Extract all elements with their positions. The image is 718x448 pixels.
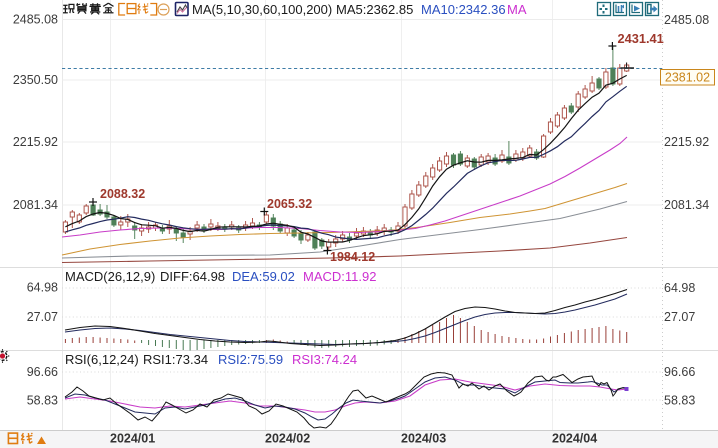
svg-text:DEA:59.02: DEA:59.02 <box>232 269 295 284</box>
svg-text:64.98: 64.98 <box>664 281 695 295</box>
svg-text:MA10:2342.36: MA10:2342.36 <box>421 2 506 17</box>
svg-text:MA(5,10,30,60,100,200): MA(5,10,30,60,100,200) <box>192 2 332 17</box>
svg-text:2215.92: 2215.92 <box>13 135 58 149</box>
svg-text:96.66: 96.66 <box>664 365 695 379</box>
svg-text:RSI(6,12,24): RSI(6,12,24) <box>65 352 139 367</box>
svg-text:MACD(26,12,9): MACD(26,12,9) <box>65 269 155 284</box>
svg-text:64.98: 64.98 <box>27 281 58 295</box>
svg-text:RSI2:75.59: RSI2:75.59 <box>218 352 283 367</box>
svg-text:27.07: 27.07 <box>664 310 695 324</box>
svg-text:2024/01: 2024/01 <box>110 432 155 446</box>
svg-text:2215.92: 2215.92 <box>664 135 709 149</box>
svg-text:2381.02: 2381.02 <box>665 71 710 85</box>
svg-text:58.83: 58.83 <box>664 394 695 408</box>
svg-text:1984.12: 1984.12 <box>330 250 375 264</box>
svg-text:MA: MA <box>507 2 527 17</box>
svg-text:RSI1:73.34: RSI1:73.34 <box>143 352 208 367</box>
svg-text:96.66: 96.66 <box>27 365 58 379</box>
svg-text:2350.50: 2350.50 <box>13 73 58 87</box>
svg-text:DIFF:64.98: DIFF:64.98 <box>160 269 225 284</box>
svg-text:58.83: 58.83 <box>27 394 58 408</box>
svg-text:2024/02: 2024/02 <box>265 432 310 446</box>
svg-text:RSI3:74.24: RSI3:74.24 <box>292 352 357 367</box>
svg-text:2431.41: 2431.41 <box>618 31 664 46</box>
svg-text:27.07: 27.07 <box>27 310 58 324</box>
svg-text:2485.08: 2485.08 <box>664 13 709 27</box>
svg-text:2081.34: 2081.34 <box>664 198 709 212</box>
svg-text:2065.32: 2065.32 <box>267 197 312 211</box>
svg-text:2024/03: 2024/03 <box>401 432 446 446</box>
svg-text:2081.34: 2081.34 <box>13 198 58 212</box>
svg-text:2485.08: 2485.08 <box>13 13 58 27</box>
svg-text:MACD:11.92: MACD:11.92 <box>303 269 376 284</box>
svg-text:2088.32: 2088.32 <box>100 187 145 201</box>
svg-text:MA5:2362.85: MA5:2362.85 <box>336 2 413 17</box>
svg-text:2024/04: 2024/04 <box>552 432 597 446</box>
